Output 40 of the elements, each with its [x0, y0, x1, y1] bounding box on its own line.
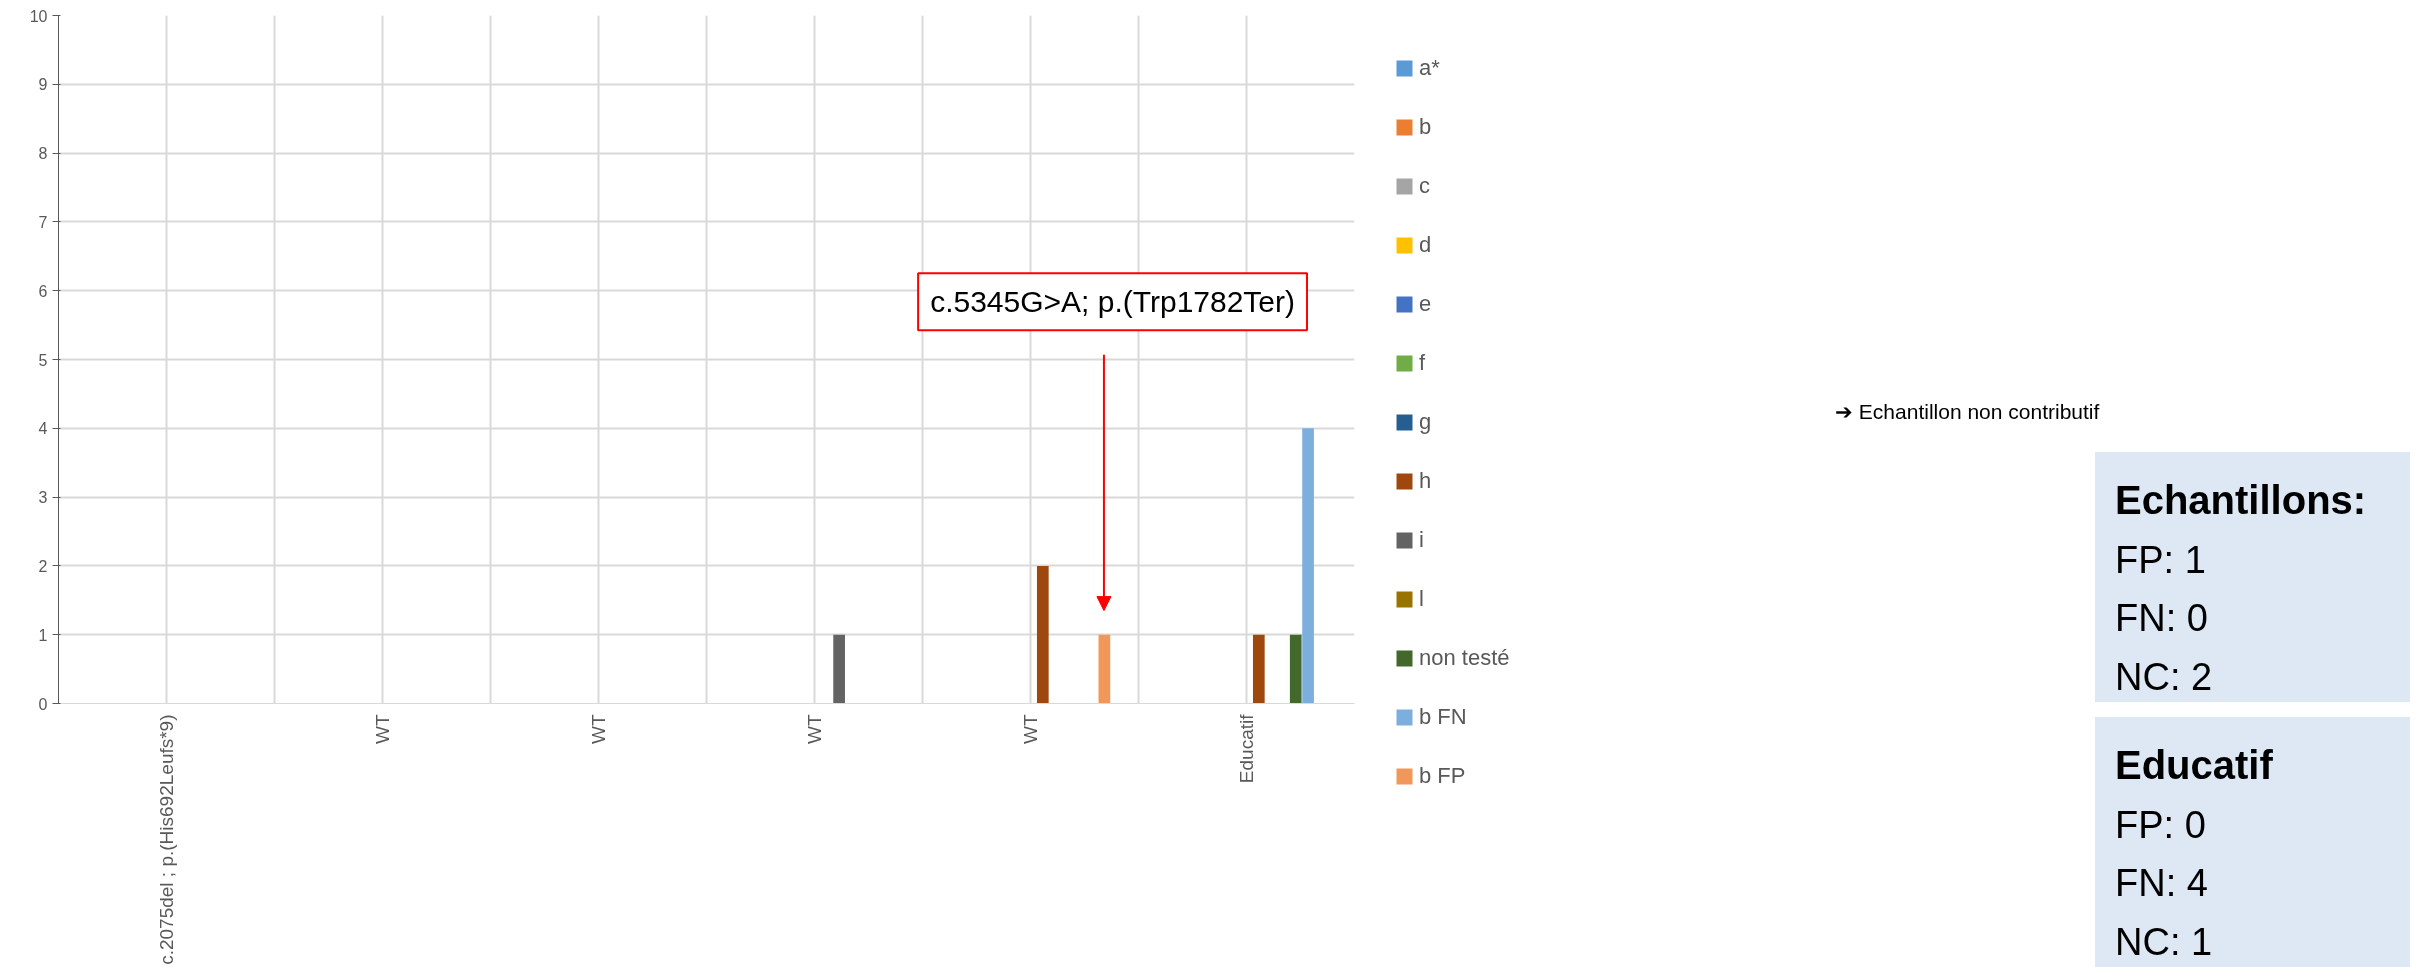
bar	[1289, 634, 1302, 704]
y-tick-label: 5	[38, 351, 48, 369]
y-tick-label: 1	[38, 626, 48, 644]
y-tick-label: 2	[38, 557, 48, 575]
x-tick-label: WT	[372, 714, 393, 745]
text: Educatif FP: 0 FN: 4 NC: 1	[2115, 742, 2274, 965]
bar	[1036, 565, 1049, 704]
x-tick-label: WT	[588, 714, 609, 745]
x-tick-label: c.2075del ; p.(His692Leufs*9)	[156, 714, 177, 965]
x-tick-label: WT	[804, 714, 825, 745]
bar	[833, 634, 845, 704]
y-tick-label: 4	[38, 420, 48, 438]
legend-label: l	[1419, 586, 1425, 612]
legend-label: non testé	[1419, 645, 1510, 671]
legend-label: d	[1419, 232, 1433, 258]
legend-label: c	[1419, 173, 1431, 199]
text: ➔ Echantillon non contributif	[1835, 399, 2100, 425]
y-tick-label: 6	[38, 282, 48, 300]
legend-label: f	[1419, 350, 1427, 376]
text: Echantillons: FP: 1 FN: 0 NC: 2	[2115, 477, 2368, 700]
x-tick-label: WT	[1020, 714, 1041, 745]
y-tick-label: 0	[38, 695, 48, 713]
y-tick-label: 3	[38, 489, 48, 507]
y-tick-label: 10	[29, 7, 48, 25]
y-tick-label: 8	[38, 145, 48, 163]
legend-label: e	[1419, 291, 1433, 317]
y-tick-label: 9	[38, 76, 48, 94]
annotation: c.5345G>A; p.(Trp1782Ter)	[930, 285, 1296, 319]
x-tick-label: Educatif	[1236, 713, 1257, 784]
y-tick-label: 7	[38, 213, 48, 231]
legend-label: b FN	[1419, 704, 1467, 730]
legend-label: a*	[1419, 55, 1440, 81]
legend-label: b	[1419, 114, 1433, 140]
bar	[1098, 634, 1111, 704]
bar	[1252, 634, 1265, 704]
legend-label: b FP	[1419, 763, 1466, 789]
bar	[1302, 428, 1314, 704]
legend-label: i	[1419, 527, 1425, 553]
legend-label: g	[1419, 409, 1433, 435]
legend-label: h	[1419, 468, 1433, 494]
